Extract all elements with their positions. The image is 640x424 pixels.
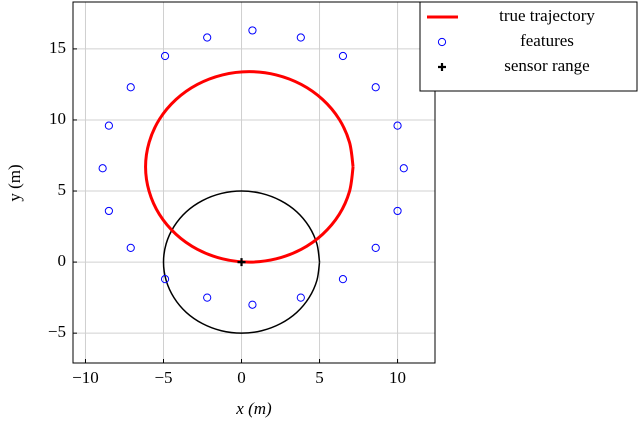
legend: true trajectory features sensor range (419, 1, 638, 92)
feature-marker (399, 164, 408, 173)
feature-marker (338, 275, 348, 284)
x-tick-label: −10 (72, 368, 99, 387)
x-axis-label: x (m) (235, 399, 272, 418)
feature-marker (296, 293, 305, 302)
x-tick-label: 0 (237, 368, 246, 387)
feature-marker (126, 83, 135, 92)
legend-label: sensor range (504, 56, 589, 75)
trajectory-line (162, 190, 321, 334)
plot-frame (72, 1, 436, 364)
y-tick-label: 15 (49, 38, 66, 57)
x-tick-label: 5 (315, 368, 324, 387)
feature-marker (160, 51, 170, 61)
x-tick-label: 10 (389, 368, 406, 387)
y-tick-label: 0 (58, 251, 67, 270)
feature-marker (98, 164, 107, 173)
feature-marker (393, 121, 402, 130)
legend-label: features (520, 31, 574, 50)
feature-marker (126, 243, 135, 252)
legend-label: true trajectory (499, 6, 595, 25)
feature-marker (371, 243, 380, 252)
y-axis-label: y (m) (5, 164, 24, 201)
y-tick-label: −5 (48, 322, 66, 341)
legend-swatch (437, 37, 447, 47)
y-tick-label: 5 (58, 180, 67, 199)
feature-marker (203, 293, 212, 302)
feature-marker (160, 275, 170, 284)
trajectory-line (144, 70, 355, 264)
feature-marker (248, 26, 257, 35)
x-tick-label: −5 (154, 368, 172, 387)
feature-marker (104, 206, 113, 216)
feature-marker (248, 300, 257, 309)
legend-swatch (438, 63, 446, 71)
feature-marker (393, 206, 402, 216)
feature-marker (338, 51, 348, 61)
feature-marker (203, 33, 212, 42)
plus-marker (237, 258, 246, 267)
feature-marker (371, 83, 380, 92)
feature-marker (296, 33, 305, 42)
feature-marker (104, 121, 113, 130)
y-tick-label: 10 (49, 109, 66, 128)
